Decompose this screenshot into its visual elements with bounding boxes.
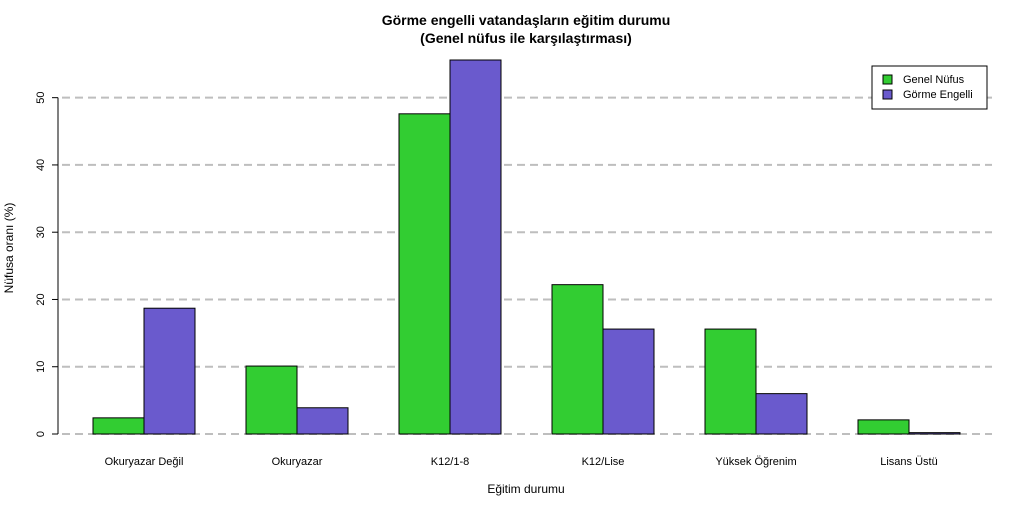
bar [143, 307, 196, 435]
x-axis-labels: Okuryazar Değil Okuryazar K12/1-8 K12/Lise Y… [105, 456, 938, 468]
grid-lines [62, 96, 992, 435]
chart-subtitle: (Genel nüfus ile karşılaştırması) [420, 30, 632, 46]
y-tick-label: 0 [35, 431, 47, 437]
y-tick-label: 10 [35, 361, 47, 373]
y-axis-label: Nüfusa oranı (%) [2, 203, 16, 294]
legend: Genel Nüfus Görme Engelli [871, 65, 988, 110]
x-axis-label: Eğitim durumu [487, 482, 564, 496]
bar [398, 113, 451, 435]
bar [245, 365, 298, 435]
legend-swatch [882, 74, 893, 85]
x-tick-label: Yüksek Öğrenim [715, 456, 796, 468]
y-axis: 0 10 20 30 40 50 [35, 92, 59, 437]
legend-label: Görme Engelli [903, 89, 973, 101]
bar [857, 419, 910, 435]
bar [551, 284, 604, 435]
legend-swatch [882, 89, 893, 100]
x-tick-label: K12/Lise [582, 456, 625, 468]
y-tick-label: 20 [35, 293, 47, 305]
chart-title: Görme engelli vatandaşların eğitim durum… [382, 12, 671, 28]
bar [602, 328, 655, 435]
y-tick-label: 40 [35, 159, 47, 171]
legend-label: Genel Nüfus [903, 74, 965, 86]
x-tick-label: Okuryazar Değil [105, 456, 184, 468]
bar [296, 407, 349, 435]
x-tick-label: K12/1-8 [431, 456, 470, 468]
x-tick-label: Okuryazar [272, 456, 323, 468]
bar [755, 393, 808, 435]
legend-box [871, 65, 988, 110]
bar [92, 417, 145, 435]
bar [449, 59, 502, 435]
x-tick-label: Lisans Üstü [880, 456, 937, 468]
bar [908, 432, 961, 435]
bar [704, 328, 757, 435]
y-tick-label: 50 [35, 92, 47, 104]
bars-group [92, 59, 961, 435]
y-tick-label: 30 [35, 226, 47, 238]
